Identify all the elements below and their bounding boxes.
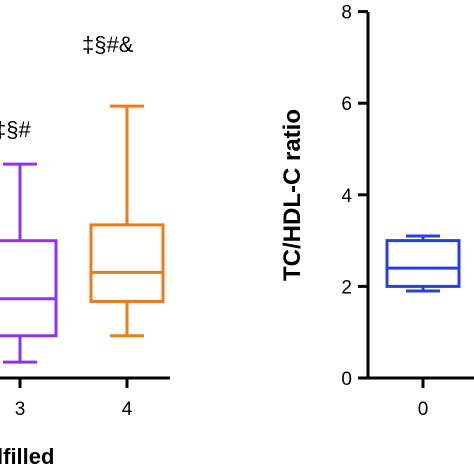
y-tick-label-0: 0 — [341, 369, 352, 390]
box-group-4-box — [89, 223, 165, 303]
box-annotation-4: ‡§#& — [82, 32, 134, 57]
y-tick-label-2: 2 — [341, 277, 352, 298]
right-box-series — [385, 234, 461, 293]
y-tick-label-8: 8 — [341, 3, 352, 24]
left-x-axis-label: lfilled — [0, 444, 54, 469]
box-group-3-box — [0, 239, 58, 338]
right-chart-panel: 0 2 4 6 8 0 TC/HDL-C ratio — [279, 3, 474, 420]
left-box-series — [0, 104, 165, 364]
left-x-tick-label-4: 4 — [122, 399, 133, 420]
left-x-tick-label-3: 3 — [15, 399, 26, 420]
box-annotation-3: ‡§# — [0, 117, 31, 142]
right-y-axis-label: TC/HDL-C ratio — [279, 109, 306, 281]
right-y-ticks: 0 2 4 6 8 — [341, 3, 368, 390]
right-x-tick-label-0: 0 — [418, 399, 429, 420]
y-tick-label-6: 6 — [341, 94, 352, 115]
box-group-right-0-box — [385, 239, 461, 288]
left-chart-panel: 3 4 ‡§# ‡§#& lfilled — [0, 32, 170, 469]
y-tick-label-4: 4 — [341, 186, 352, 207]
